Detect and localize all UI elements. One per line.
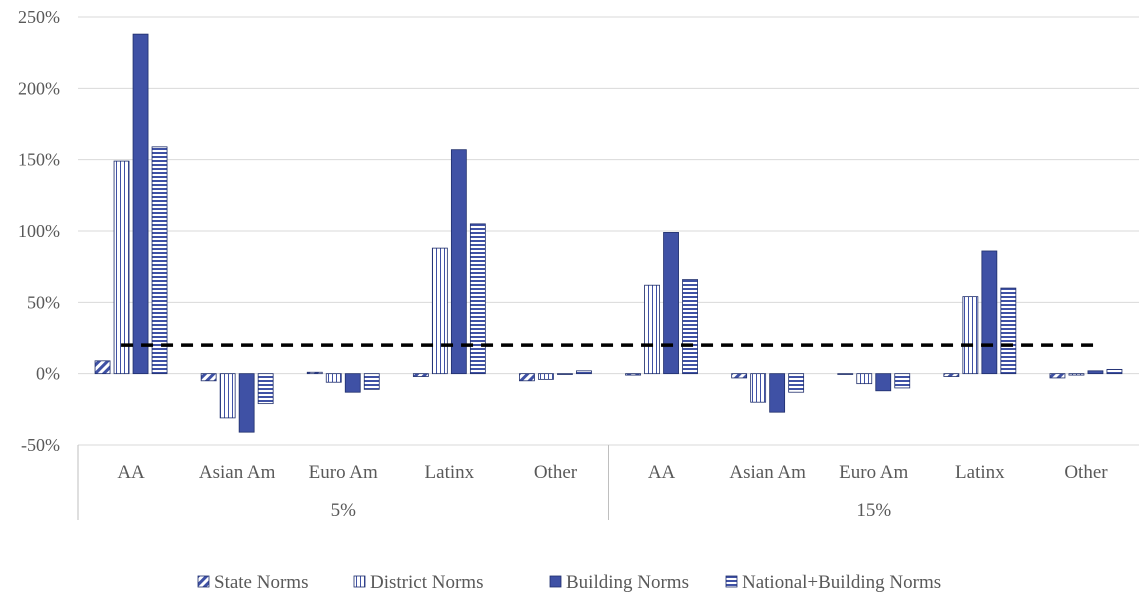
- bar-vertical: [113, 160, 130, 375]
- x-category-label: Euro Am: [309, 462, 378, 483]
- bar-horizontal: [682, 279, 698, 375]
- bar-vertical: [219, 373, 236, 419]
- bar-solid: [875, 373, 892, 392]
- bar-horizontal: [151, 146, 168, 375]
- x-group-label: 15%: [856, 500, 891, 521]
- x-group-label: 5%: [331, 500, 357, 521]
- bar-solid: [132, 33, 149, 375]
- bar-solid: [450, 149, 467, 375]
- bar-diagonal: [837, 373, 854, 375]
- bar-diagonal: [200, 373, 217, 382]
- bar-vertical: [325, 373, 342, 383]
- bar-vertical: [644, 284, 660, 375]
- x-category-label: Asian Am: [199, 462, 276, 483]
- bar-vertical: [538, 373, 554, 380]
- bar-solid: [344, 373, 361, 393]
- bar-vertical: [962, 296, 979, 375]
- x-category-label: AA: [648, 462, 676, 483]
- bar-diagonal: [306, 371, 323, 375]
- bar-horizontal: [257, 373, 274, 405]
- x-category-label: Other: [1064, 462, 1108, 483]
- gridlines: [78, 16, 1139, 446]
- bar-vertical: [1068, 373, 1085, 376]
- y-tick-label: 100%: [18, 221, 60, 241]
- x-category-label: Latinx: [955, 462, 1005, 483]
- x-category-label: Euro Am: [839, 462, 908, 483]
- bar-horizontal: [894, 373, 911, 389]
- y-tick-label: 150%: [18, 150, 60, 170]
- y-tick-label: 200%: [18, 78, 60, 98]
- legend-swatch: [353, 575, 366, 588]
- bar-solid: [238, 373, 255, 433]
- legend-swatch: [549, 575, 562, 588]
- x-category-label: Other: [534, 462, 578, 483]
- bar-diagonal: [412, 373, 429, 377]
- bar-horizontal: [1106, 368, 1123, 375]
- legend-label: District Norms: [370, 572, 483, 593]
- bar-vertical: [431, 247, 448, 375]
- bar-vertical: [750, 373, 767, 403]
- legend-swatch: [725, 575, 738, 588]
- bar-solid: [1087, 370, 1104, 375]
- x-category-label: Latinx: [425, 462, 475, 483]
- x-category-label: Asian Am: [729, 462, 806, 483]
- bar-solid: [663, 232, 679, 375]
- bar-solid: [769, 373, 786, 413]
- x-category-label: AA: [117, 462, 145, 483]
- bar-horizontal: [363, 373, 380, 390]
- y-tick-label: 0%: [36, 364, 60, 384]
- legend-label: Building Norms: [566, 572, 689, 593]
- bar-horizontal: [576, 370, 592, 375]
- bar-diagonal: [94, 360, 111, 375]
- y-tick-label: 250%: [18, 7, 60, 27]
- bar-diagonal: [625, 373, 641, 376]
- legend-swatch: [197, 575, 210, 588]
- x-axis: AA Asian Am Euro Am Latinx Other 5% AA Asian Am…: [77, 445, 1108, 521]
- bar-diagonal: [519, 373, 535, 382]
- bar-diagonal: [731, 373, 748, 379]
- bar-vertical: [856, 373, 873, 385]
- bar-horizontal: [469, 223, 486, 375]
- bar-solid: [557, 373, 573, 375]
- bars: [94, 33, 1123, 433]
- bar-horizontal: [788, 373, 805, 393]
- legend-label: State Norms: [214, 572, 308, 593]
- legend: State Norms District Norms Building Norms N…: [197, 572, 941, 593]
- y-tick-label: 50%: [27, 292, 60, 312]
- y-axis-tick-labels: 250% 200% 150% 100% 50% 0% -50%: [18, 7, 60, 455]
- bar-solid: [981, 250, 998, 375]
- bar-diagonal: [943, 373, 960, 377]
- y-tick-label: -50%: [21, 435, 60, 455]
- bar-diagonal: [1049, 373, 1066, 379]
- bar-horizontal: [1000, 287, 1017, 375]
- legend-label: National+Building Norms: [742, 572, 941, 593]
